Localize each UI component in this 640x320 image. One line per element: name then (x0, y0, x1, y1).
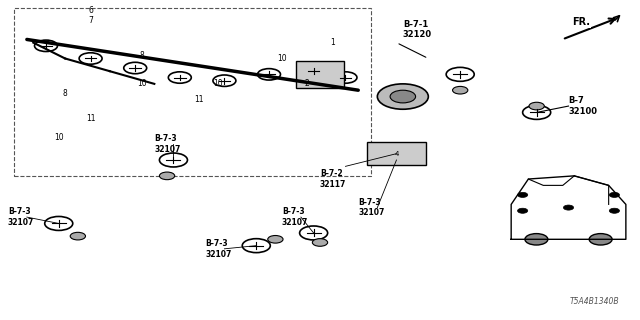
Circle shape (518, 192, 528, 197)
Circle shape (312, 239, 328, 246)
FancyBboxPatch shape (367, 142, 426, 165)
Circle shape (378, 84, 428, 109)
Text: 1: 1 (330, 38, 335, 47)
Text: 10: 10 (137, 79, 147, 88)
Text: B-7-3
32107: B-7-3 32107 (282, 207, 308, 227)
FancyBboxPatch shape (296, 61, 344, 88)
Text: FR.: FR. (572, 17, 589, 27)
Circle shape (563, 205, 573, 210)
Circle shape (268, 236, 283, 243)
Circle shape (589, 234, 612, 245)
Text: B-7
32100: B-7 32100 (568, 96, 598, 116)
Circle shape (525, 234, 548, 245)
Text: B-7-2
32117: B-7-2 32117 (320, 169, 346, 189)
Text: 11: 11 (86, 114, 95, 123)
Text: T5A4B1340B: T5A4B1340B (570, 297, 620, 306)
Circle shape (529, 102, 544, 110)
Text: B-7-1
32120: B-7-1 32120 (403, 20, 432, 39)
Circle shape (70, 232, 86, 240)
Circle shape (452, 86, 468, 94)
Text: 10: 10 (277, 54, 287, 63)
Text: B-7-3
32107: B-7-3 32107 (358, 198, 385, 217)
Circle shape (518, 208, 528, 213)
Text: 8: 8 (140, 51, 144, 60)
Text: 10: 10 (54, 133, 63, 142)
Circle shape (609, 192, 620, 197)
Text: 10: 10 (213, 79, 223, 88)
Text: 6: 6 (88, 6, 93, 15)
Text: 11: 11 (194, 95, 204, 104)
Circle shape (159, 172, 175, 180)
Circle shape (390, 90, 415, 103)
Text: B-7-3
32107: B-7-3 32107 (205, 239, 232, 259)
Text: B-7-3
32107: B-7-3 32107 (154, 134, 180, 154)
Circle shape (609, 208, 620, 213)
Text: 7: 7 (88, 16, 93, 25)
Text: 4: 4 (394, 151, 399, 157)
Text: 2: 2 (305, 79, 310, 88)
Text: 8: 8 (63, 89, 67, 98)
Text: B-7-3
32107: B-7-3 32107 (8, 207, 34, 227)
